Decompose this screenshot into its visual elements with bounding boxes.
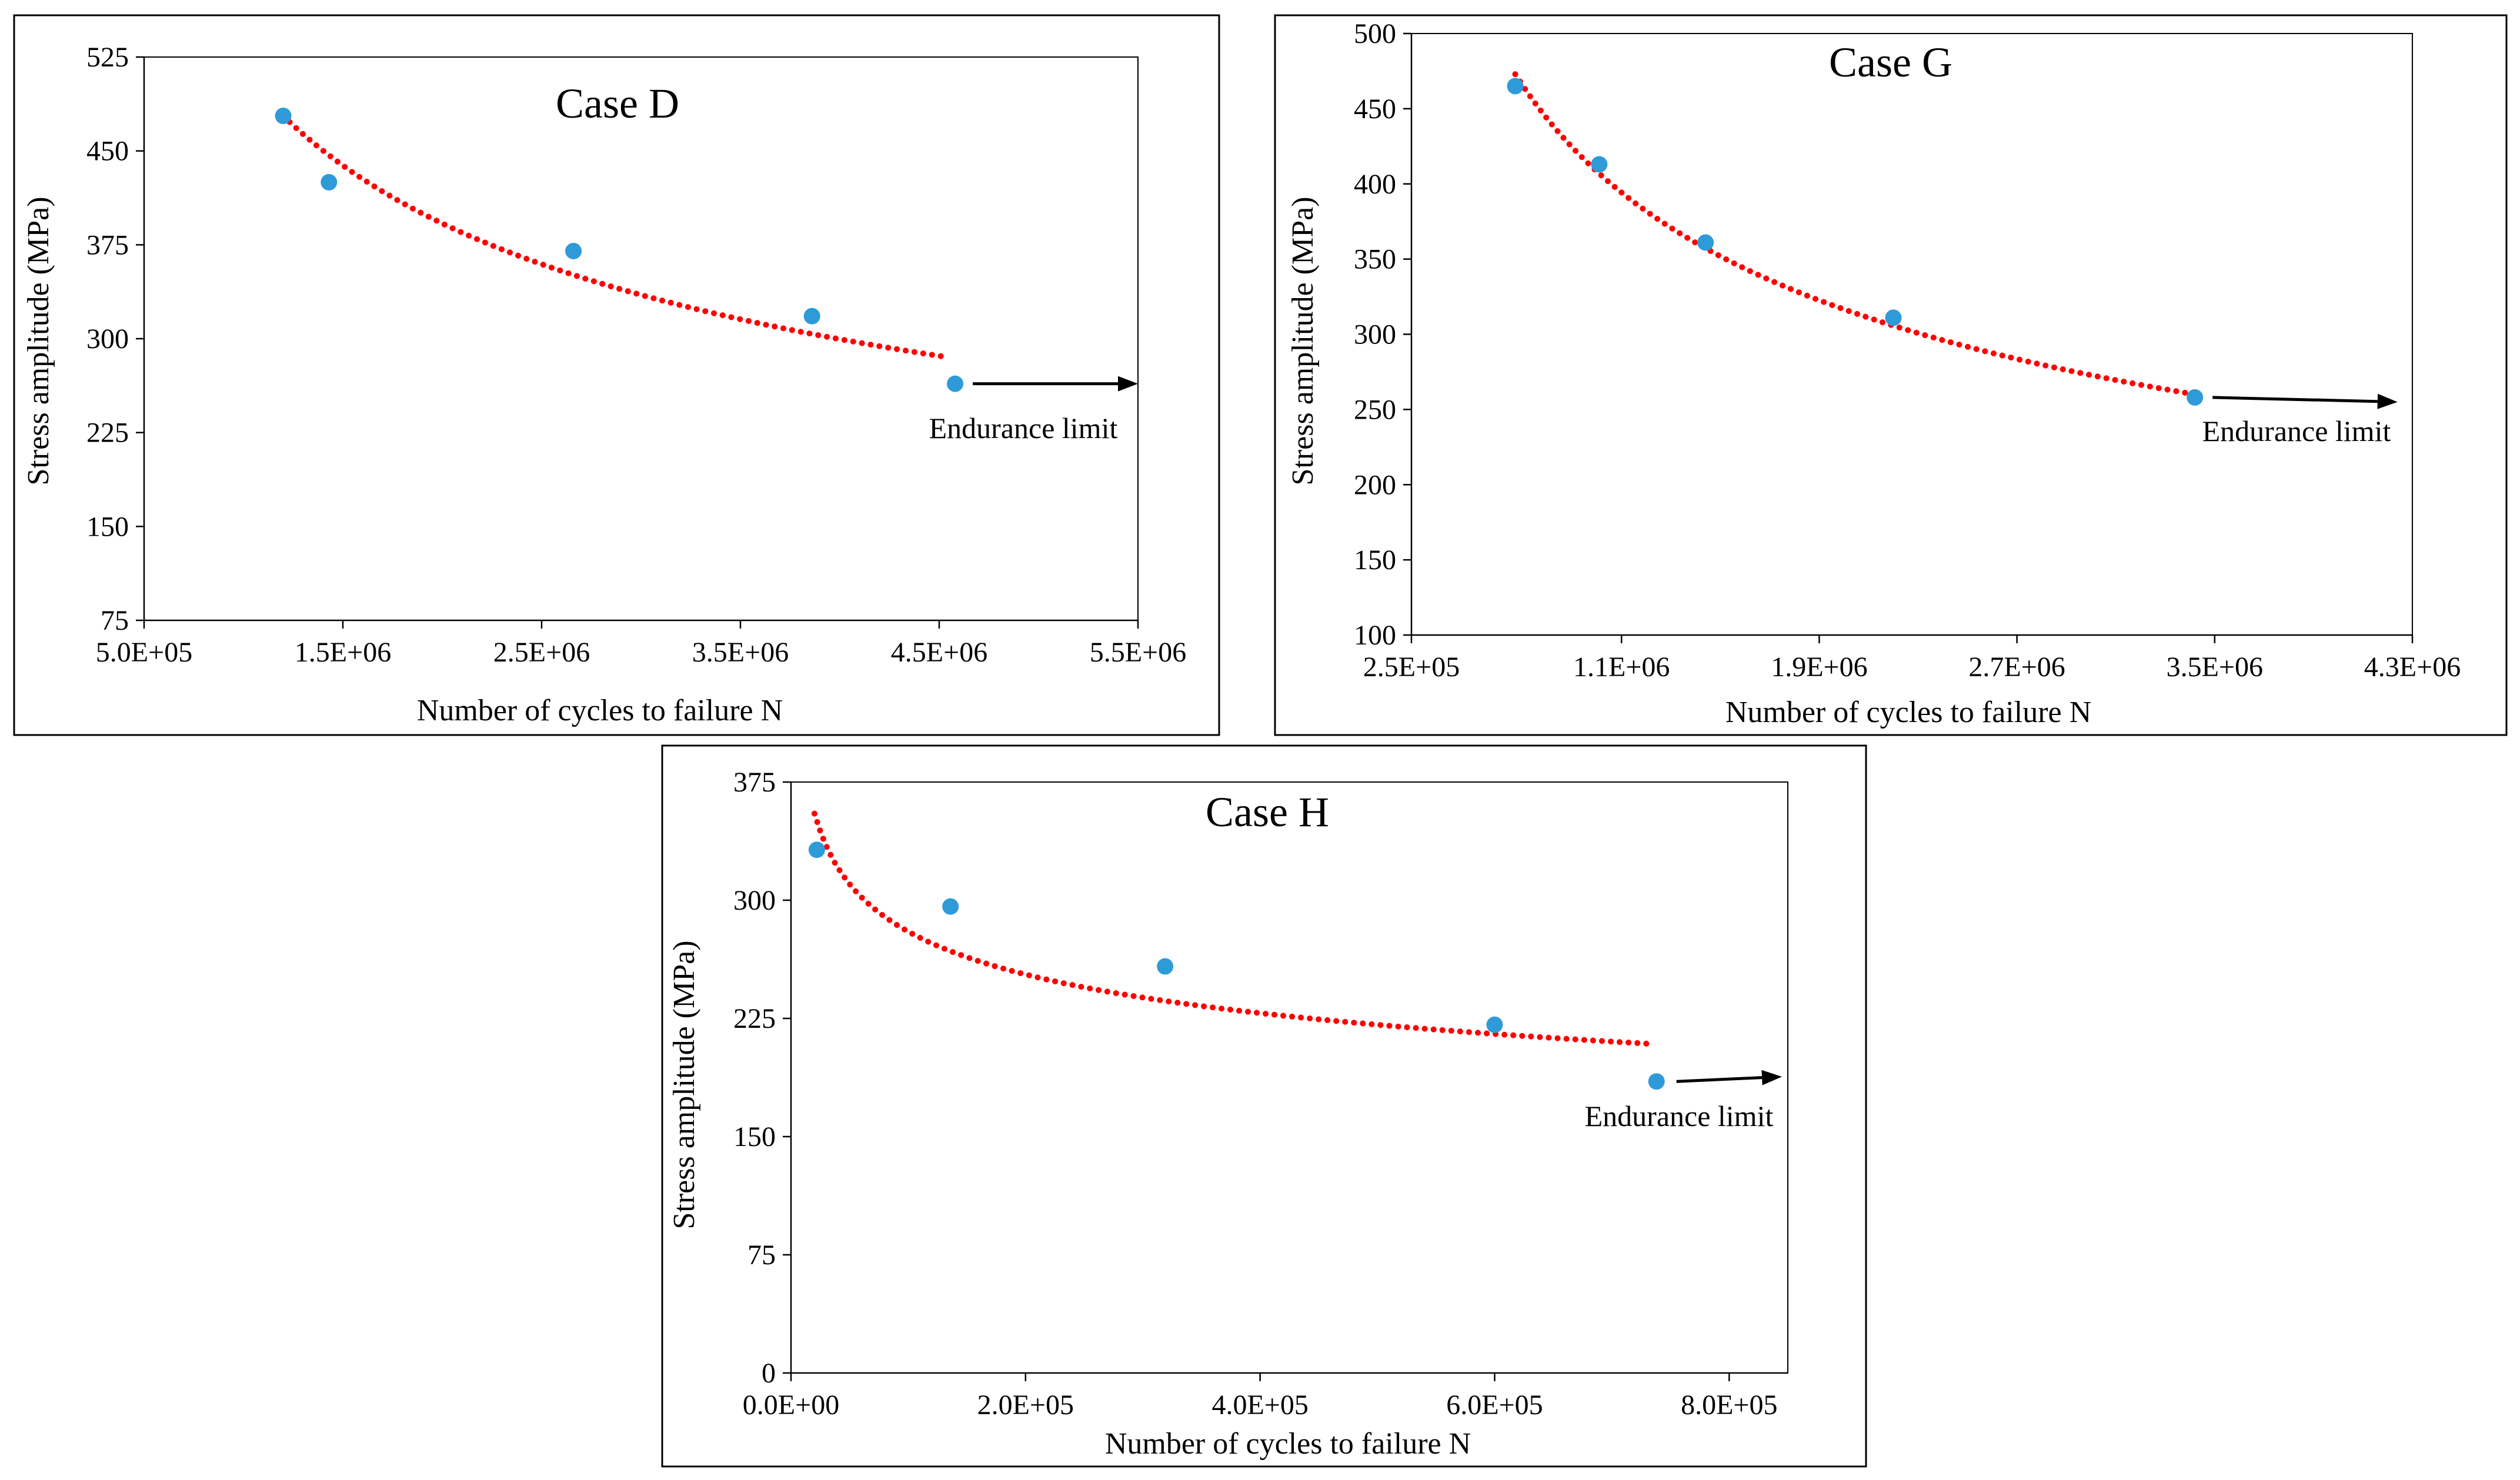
chart-title: Case H — [1206, 789, 1329, 836]
chart-frame — [13, 14, 1220, 736]
x-tick-label: 4.0E+05 — [1211, 1389, 1308, 1421]
endurance-arrowhead — [1118, 376, 1138, 392]
y-tick-label: 300 — [86, 323, 129, 355]
y-tick-label: 250 — [1354, 394, 1396, 425]
data-point — [321, 173, 338, 191]
x-axis-label: Number of cycles to failure N — [1725, 696, 2091, 729]
y-axis-label: Stress amplitude (MPa) — [22, 196, 55, 485]
y-tick-label: 150 — [733, 1121, 776, 1152]
y-tick-label: 375 — [86, 229, 129, 260]
x-tick-label: 1.9E+06 — [1771, 652, 1867, 683]
x-tick-label: 6.0E+05 — [1446, 1389, 1543, 1421]
chart-case-g: Case G Number of cycles to failure N Str… — [1274, 14, 2508, 736]
x-tick-label: 0.0E+00 — [743, 1389, 839, 1421]
data-point — [1157, 958, 1174, 975]
x-tick-label: 2.5E+06 — [493, 637, 590, 668]
y-tick-label: 450 — [1354, 93, 1396, 125]
endurance-arrowhead — [2377, 393, 2398, 409]
x-tick-label: 8.0E+05 — [1681, 1389, 1777, 1421]
endurance-limit-label: Endurance limit — [929, 412, 1118, 445]
data-point — [942, 898, 959, 915]
y-tick-label: 0 — [762, 1358, 776, 1389]
y-tick-label: 150 — [86, 511, 129, 542]
endurance-arrow-line — [2212, 396, 2378, 403]
data-point — [1697, 234, 1714, 251]
y-axis-label: Stress amplitude (MPa) — [667, 940, 701, 1229]
data-point — [803, 308, 820, 325]
y-tick-label: 200 — [1354, 469, 1396, 500]
y-axis-label: Stress amplitude (MPa) — [1286, 196, 1320, 485]
chart-frame — [1274, 14, 2508, 736]
x-tick-label: 5.5E+06 — [1090, 637, 1186, 668]
y-tick-label: 450 — [86, 136, 129, 167]
x-tick-label: 4.5E+06 — [891, 637, 987, 668]
y-tick-label: 300 — [1354, 319, 1396, 350]
data-point — [1486, 1016, 1503, 1033]
y-tick-label: 375 — [733, 767, 776, 798]
y-tick-label: 300 — [733, 885, 776, 916]
x-tick-label: 1.5E+06 — [295, 637, 391, 668]
data-point — [1591, 156, 1608, 173]
x-axis-label: Number of cycles to failure N — [1105, 1427, 1471, 1461]
x-axis-label: Number of cycles to failure N — [417, 694, 783, 727]
x-tick-label: 3.5E+06 — [2167, 652, 2263, 683]
endurance-limit-label: Endurance limit — [2202, 415, 2391, 447]
x-tick-label: 5.0E+05 — [96, 637, 192, 668]
data-point — [565, 242, 582, 259]
y-tick-label: 350 — [1354, 244, 1396, 275]
data-point — [808, 841, 825, 858]
trendline — [1512, 71, 2198, 397]
y-tick-label: 100 — [1354, 620, 1396, 651]
y-tick-label: 400 — [1354, 169, 1396, 200]
data-point — [2187, 389, 2204, 406]
endurance-limit-label: Endurance limit — [1585, 1100, 1774, 1132]
chart-title: Case G — [1829, 39, 1952, 86]
x-tick-label: 2.7E+06 — [1968, 652, 2065, 683]
chart-case-h: Case H Number of cycles to failure N Str… — [661, 744, 1867, 1468]
x-tick-label: 4.3E+06 — [2364, 652, 2461, 683]
trendline — [811, 810, 1650, 1047]
chart-title: Case D — [556, 80, 679, 127]
y-tick-label: 75 — [747, 1240, 776, 1271]
x-tick-label: 2.0E+05 — [977, 1389, 1074, 1421]
y-tick-label: 225 — [86, 417, 129, 449]
x-tick-label: 3.5E+06 — [692, 637, 789, 668]
data-point — [1885, 309, 1902, 326]
data-point — [947, 375, 964, 392]
trendline — [280, 113, 952, 360]
y-tick-label: 500 — [1354, 18, 1396, 49]
y-tick-label: 150 — [1354, 544, 1396, 576]
endurance-arrowhead — [1761, 1070, 1783, 1085]
data-point — [1507, 78, 1524, 95]
data-point — [1648, 1073, 1665, 1090]
chart-frame — [661, 744, 1867, 1468]
data-point — [275, 108, 292, 125]
y-tick-label: 225 — [733, 1003, 776, 1034]
x-tick-label: 2.5E+05 — [1363, 652, 1460, 683]
y-tick-label: 525 — [86, 42, 129, 73]
chart-case-d: Case D Number of cycles to failure N Str… — [13, 14, 1220, 736]
endurance-arrow-line — [1676, 1076, 1763, 1083]
x-tick-label: 1.1E+06 — [1573, 652, 1670, 683]
y-tick-label: 75 — [101, 605, 129, 636]
